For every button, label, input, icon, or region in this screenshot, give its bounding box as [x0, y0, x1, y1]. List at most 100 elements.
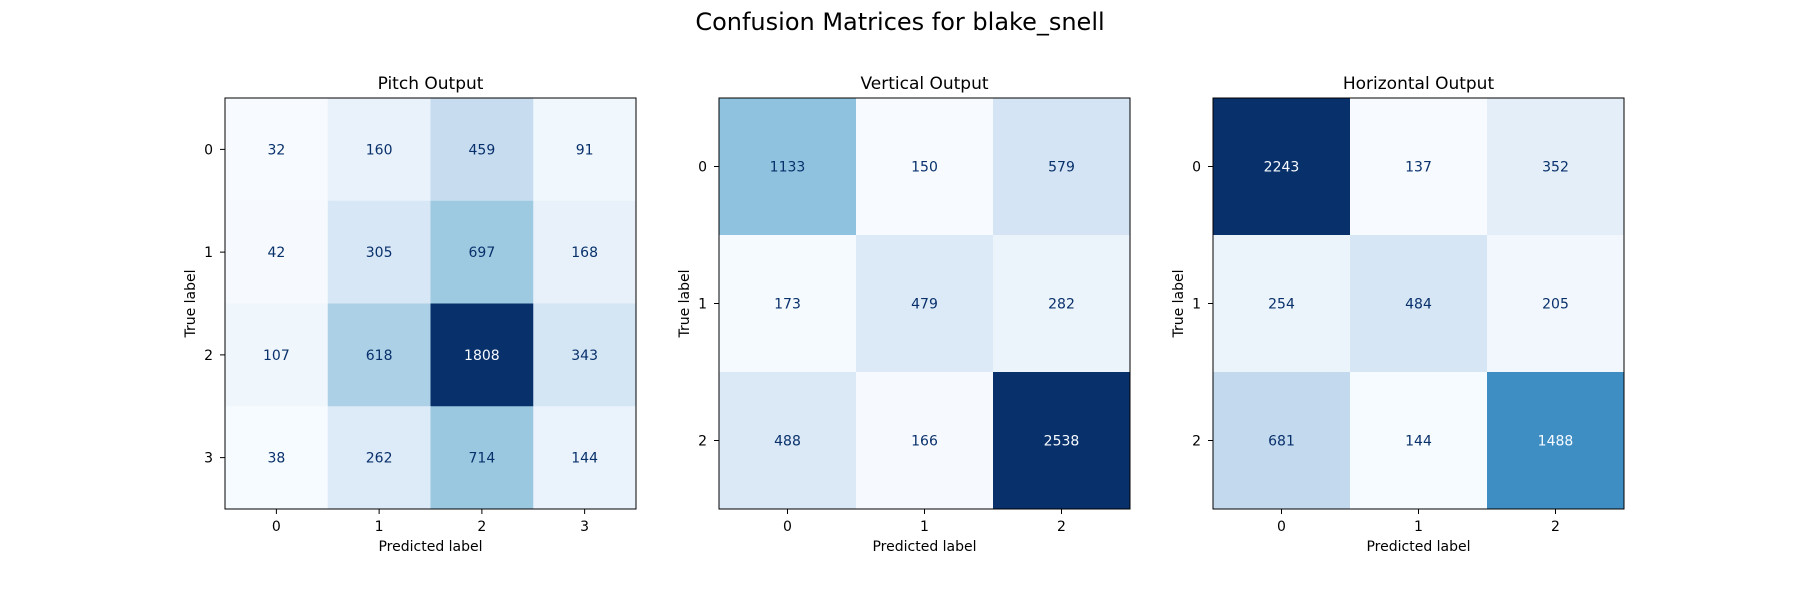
heatmap-cell [225, 200, 329, 304]
heatmap-cell [719, 235, 857, 373]
heatmap-cell [1487, 98, 1625, 236]
cell-value-label: 484 [1405, 297, 1432, 313]
cell-value-label: 38 [267, 451, 285, 467]
heatmap-cell [719, 372, 857, 510]
cell-value-label: 150 [911, 160, 938, 176]
cell-value-label: 1133 [770, 160, 806, 176]
cell-value-label: 2243 [1264, 160, 1300, 176]
heatmap-cell [856, 372, 994, 510]
cell-value-label: 352 [1542, 160, 1569, 176]
y-tick-label: 0 [698, 160, 707, 176]
heatmap-cell [1213, 372, 1351, 510]
cell-value-label: 618 [366, 348, 393, 364]
heatmap-cell [993, 98, 1131, 236]
y-tick-label: 2 [698, 434, 707, 450]
x-tick-label: 0 [272, 519, 281, 535]
heatmap-cell [1487, 372, 1625, 510]
x-tick-label: 1 [920, 519, 929, 535]
cell-value-label: 488 [774, 434, 801, 450]
figure-title: Confusion Matrices for blake_snell [695, 8, 1104, 36]
x-tick-label: 1 [375, 519, 384, 535]
heatmap-cell [327, 406, 431, 510]
cell-value-label: 282 [1048, 297, 1075, 313]
cell-value-label: 681 [1268, 434, 1295, 450]
cell-value-label: 343 [571, 348, 598, 364]
x-tick-label: 0 [1277, 519, 1286, 535]
panel-title: Vertical Output [860, 74, 988, 94]
cell-value-label: 166 [911, 434, 938, 450]
heatmap-cell [856, 98, 994, 236]
y-tick-label: 2 [204, 348, 213, 364]
heatmap-cell [1350, 98, 1488, 236]
heatmap-cell [533, 303, 637, 407]
cell-value-label: 144 [571, 451, 598, 467]
cell-value-label: 1808 [464, 348, 500, 364]
heatmap-cell [533, 200, 637, 304]
heatmap-cell [225, 406, 329, 510]
y-axis-label: True label [183, 269, 199, 338]
x-axis-label: Predicted label [1366, 539, 1470, 555]
heatmap-cell [430, 303, 534, 407]
heatmap-cell [1213, 235, 1351, 373]
cell-value-label: 144 [1405, 434, 1432, 450]
y-axis-label: True label [1171, 269, 1187, 338]
y-tick-label: 0 [1192, 160, 1201, 176]
axes-frame [224, 97, 637, 510]
cell-value-label: 32 [267, 142, 285, 158]
cell-value-label: 168 [571, 245, 598, 261]
heatmap-cell [327, 200, 431, 304]
heatmap-cell [993, 372, 1131, 510]
cell-value-label: 107 [263, 348, 290, 364]
y-tick-label: 2 [1192, 434, 1201, 450]
heatmap-cell [1213, 98, 1351, 236]
cell-value-label: 137 [1405, 160, 1432, 176]
y-axis-label: True label [677, 269, 693, 338]
heatmap-cell [327, 303, 431, 407]
heatmap-cell [327, 98, 431, 202]
cell-value-label: 173 [774, 297, 801, 313]
x-tick-label: 2 [1551, 519, 1560, 535]
x-axis-label: Predicted label [872, 539, 976, 555]
cell-value-label: 254 [1268, 297, 1295, 313]
cell-value-label: 262 [366, 451, 393, 467]
cell-value-label: 579 [1048, 160, 1075, 176]
panel-title: Horizontal Output [1343, 74, 1495, 94]
cell-value-label: 42 [267, 245, 285, 261]
x-axis-label: Predicted label [378, 539, 482, 555]
cell-value-label: 2538 [1044, 434, 1080, 450]
cell-value-label: 479 [911, 297, 938, 313]
cell-value-label: 305 [366, 245, 393, 261]
x-tick-label: 2 [477, 519, 486, 535]
y-tick-label: 1 [698, 297, 707, 313]
confusion-matrix-panel: Horizontal Output 2243 137 352 254 484 205 681 1… [1171, 74, 1625, 555]
heatmap-cell [225, 98, 329, 202]
x-tick-label: 2 [1057, 519, 1066, 535]
cell-value-label: 160 [366, 142, 393, 158]
x-tick-label: 1 [1414, 519, 1423, 535]
heatmap-cell [1350, 235, 1488, 373]
heatmap-cell [533, 98, 637, 202]
y-tick-label: 1 [204, 245, 213, 261]
heatmap-cell [430, 406, 534, 510]
cell-value-label: 91 [576, 142, 594, 158]
heatmap-cell [1350, 372, 1488, 510]
cell-value-label: 459 [469, 142, 496, 158]
heatmap-cell [1487, 235, 1625, 373]
panel-title: Pitch Output [378, 74, 484, 94]
y-tick-label: 0 [204, 142, 213, 158]
x-tick-label: 0 [783, 519, 792, 535]
y-tick-label: 1 [1192, 297, 1201, 313]
heatmap-cell [533, 406, 637, 510]
cell-value-label: 697 [469, 245, 496, 261]
y-tick-label: 3 [204, 451, 213, 467]
cell-value-label: 1488 [1538, 434, 1574, 450]
heatmap-cell [993, 235, 1131, 373]
heatmap-cell [856, 235, 994, 373]
x-tick-label: 3 [580, 519, 589, 535]
cell-value-label: 205 [1542, 297, 1569, 313]
cell-value-label: 714 [469, 451, 496, 467]
heatmap-cell [225, 303, 329, 407]
heatmap-cell [430, 98, 534, 202]
